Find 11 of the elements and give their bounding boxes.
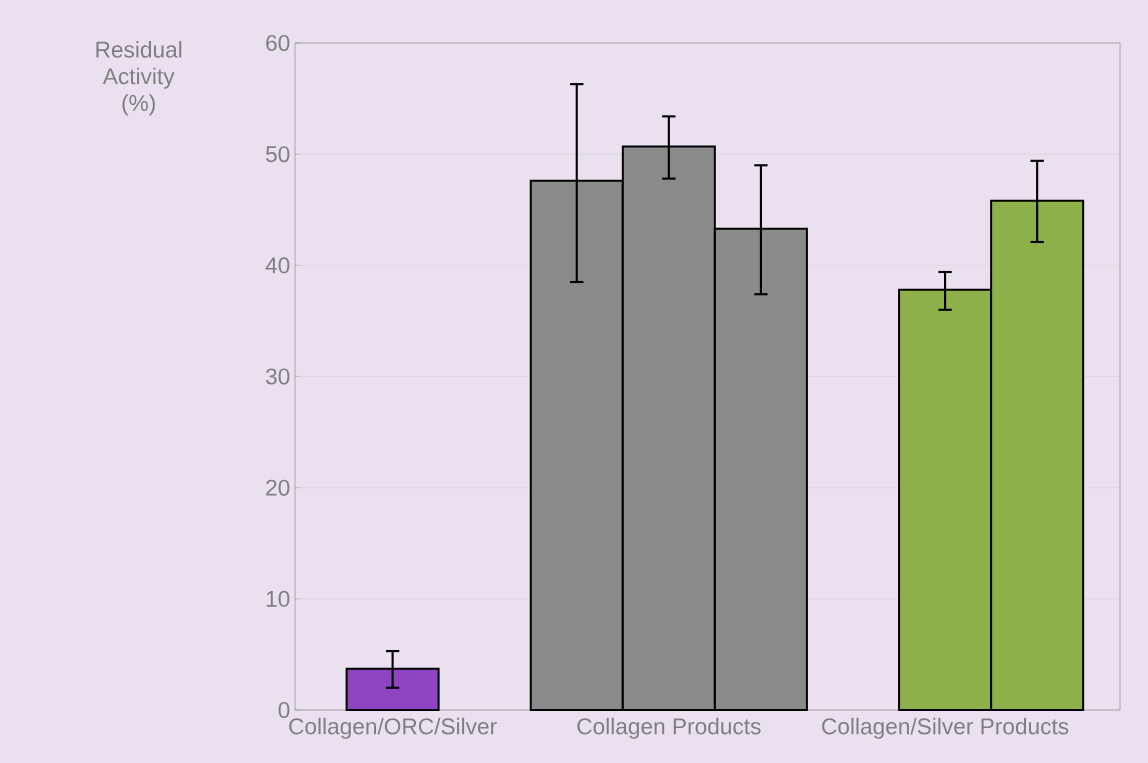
y-axis-title: Residual Activity (%) [96,41,182,116]
x-tick-label: Collagen/Silver Products [822,717,1069,739]
y-tick-label: 60 [266,34,290,52]
y-tick-label: 30 [265,368,290,385]
y-tick-label: 10 [266,590,290,607]
y-tick-label: 50 [265,146,290,163]
x-tick-label: Collagen/ORC/Silver [289,717,497,739]
y-tick-label: 0 [278,701,290,719]
y-tick-label: 20 [266,479,290,496]
x-tick-label: Collagen Products [577,717,761,739]
y-tick-label: 40 [265,257,290,274]
